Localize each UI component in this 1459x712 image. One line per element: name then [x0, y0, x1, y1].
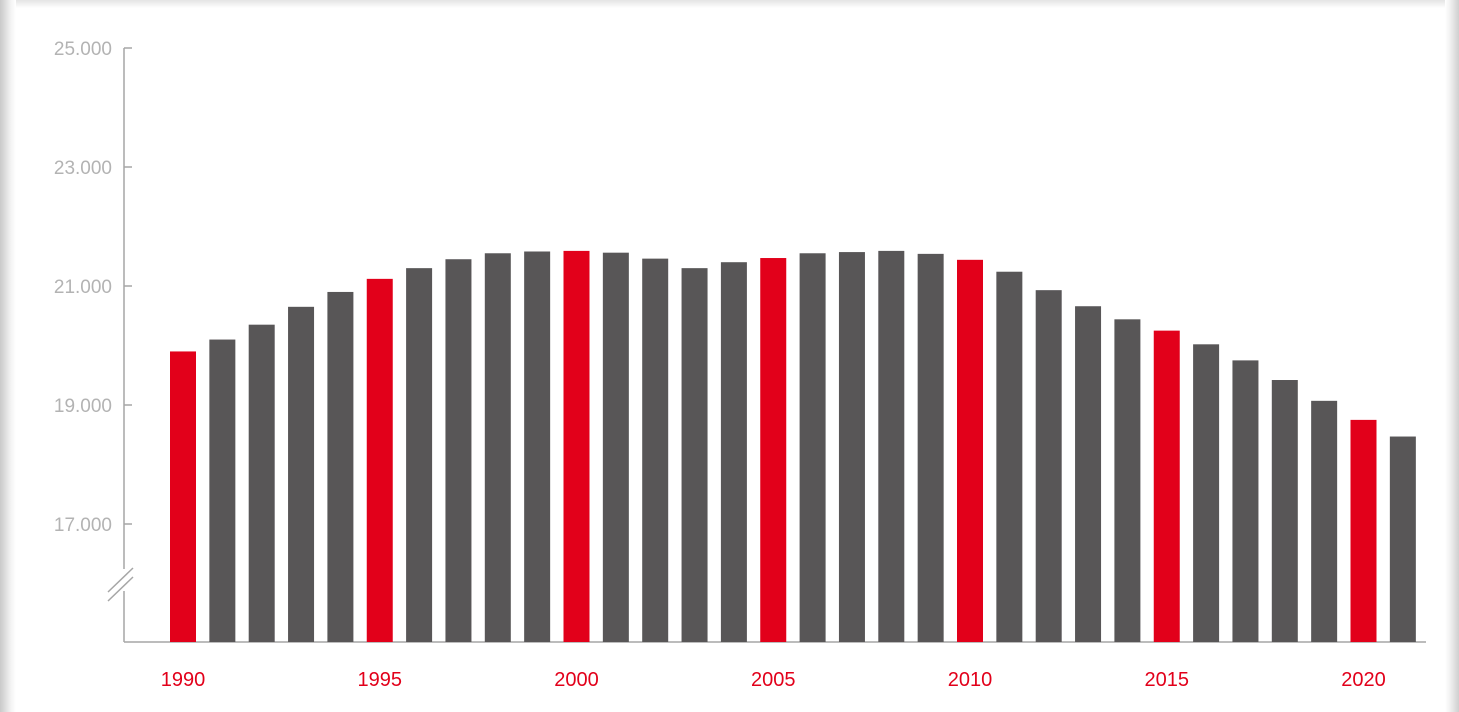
bar-1991 [209, 339, 236, 642]
bar-2021 [1389, 436, 1416, 642]
x-tick-label-2010: 2010 [948, 669, 993, 691]
x-tick-label-2020: 2020 [1341, 669, 1386, 691]
bar-1990 [170, 351, 196, 642]
top-edge-shading [0, 0, 1459, 8]
x-tick-label-2015: 2015 [1145, 669, 1190, 691]
x-tick-label-1990: 1990 [161, 669, 206, 691]
bar-2020 [1350, 419, 1377, 643]
bar-2010 [957, 259, 983, 642]
x-axis-labels: 1990 1995 2000 2005 2010 2015 2020 [161, 669, 1386, 691]
bar-1992 [248, 324, 275, 642]
bar-2000 [563, 250, 590, 642]
bar-1994 [327, 291, 354, 642]
left-edge-shading [0, 0, 16, 712]
bar-2008 [878, 250, 905, 642]
bar-2003 [681, 268, 708, 642]
bar-1997 [445, 259, 472, 642]
bar-2017 [1232, 360, 1259, 643]
bar-2007 [838, 252, 865, 642]
bar-1999 [524, 251, 551, 643]
bar-2012 [1035, 290, 1062, 642]
bar-2004 [720, 262, 747, 642]
bar-1995 [366, 278, 393, 642]
y-tick-label: 17.000 [54, 515, 112, 536]
y-tick-label: 21.000 [54, 277, 112, 298]
x-tick-label-1995: 1995 [358, 669, 403, 691]
bar-2001 [602, 252, 629, 642]
y-axis-labels: 17.000 19.000 21.000 23.000 25.000 [54, 39, 112, 536]
bar-2005 [760, 258, 787, 642]
bar-1993 [288, 306, 315, 642]
x-tick-label-2000: 2000 [554, 669, 599, 691]
bar-2014 [1114, 319, 1141, 642]
bar-2006 [799, 253, 826, 642]
bar-2011 [996, 271, 1023, 642]
bar-2015 [1153, 330, 1180, 643]
right-edge-shading [1445, 0, 1459, 712]
bar-2009 [917, 253, 944, 642]
bar-series [170, 250, 1416, 643]
bar-2002 [642, 258, 669, 642]
bar-1998 [484, 253, 511, 642]
bar-2013 [1075, 306, 1102, 642]
bar-1996 [406, 268, 433, 642]
y-tick-label: 23.000 [54, 158, 112, 179]
bar-2016 [1193, 344, 1220, 642]
bar-2018 [1271, 380, 1298, 642]
y-tick-label: 19.000 [54, 396, 112, 417]
y-tick-label: 25.000 [54, 39, 112, 60]
axis-break-mark [107, 567, 134, 602]
bar-2019 [1311, 400, 1338, 642]
x-tick-label-2005: 2005 [751, 669, 796, 691]
